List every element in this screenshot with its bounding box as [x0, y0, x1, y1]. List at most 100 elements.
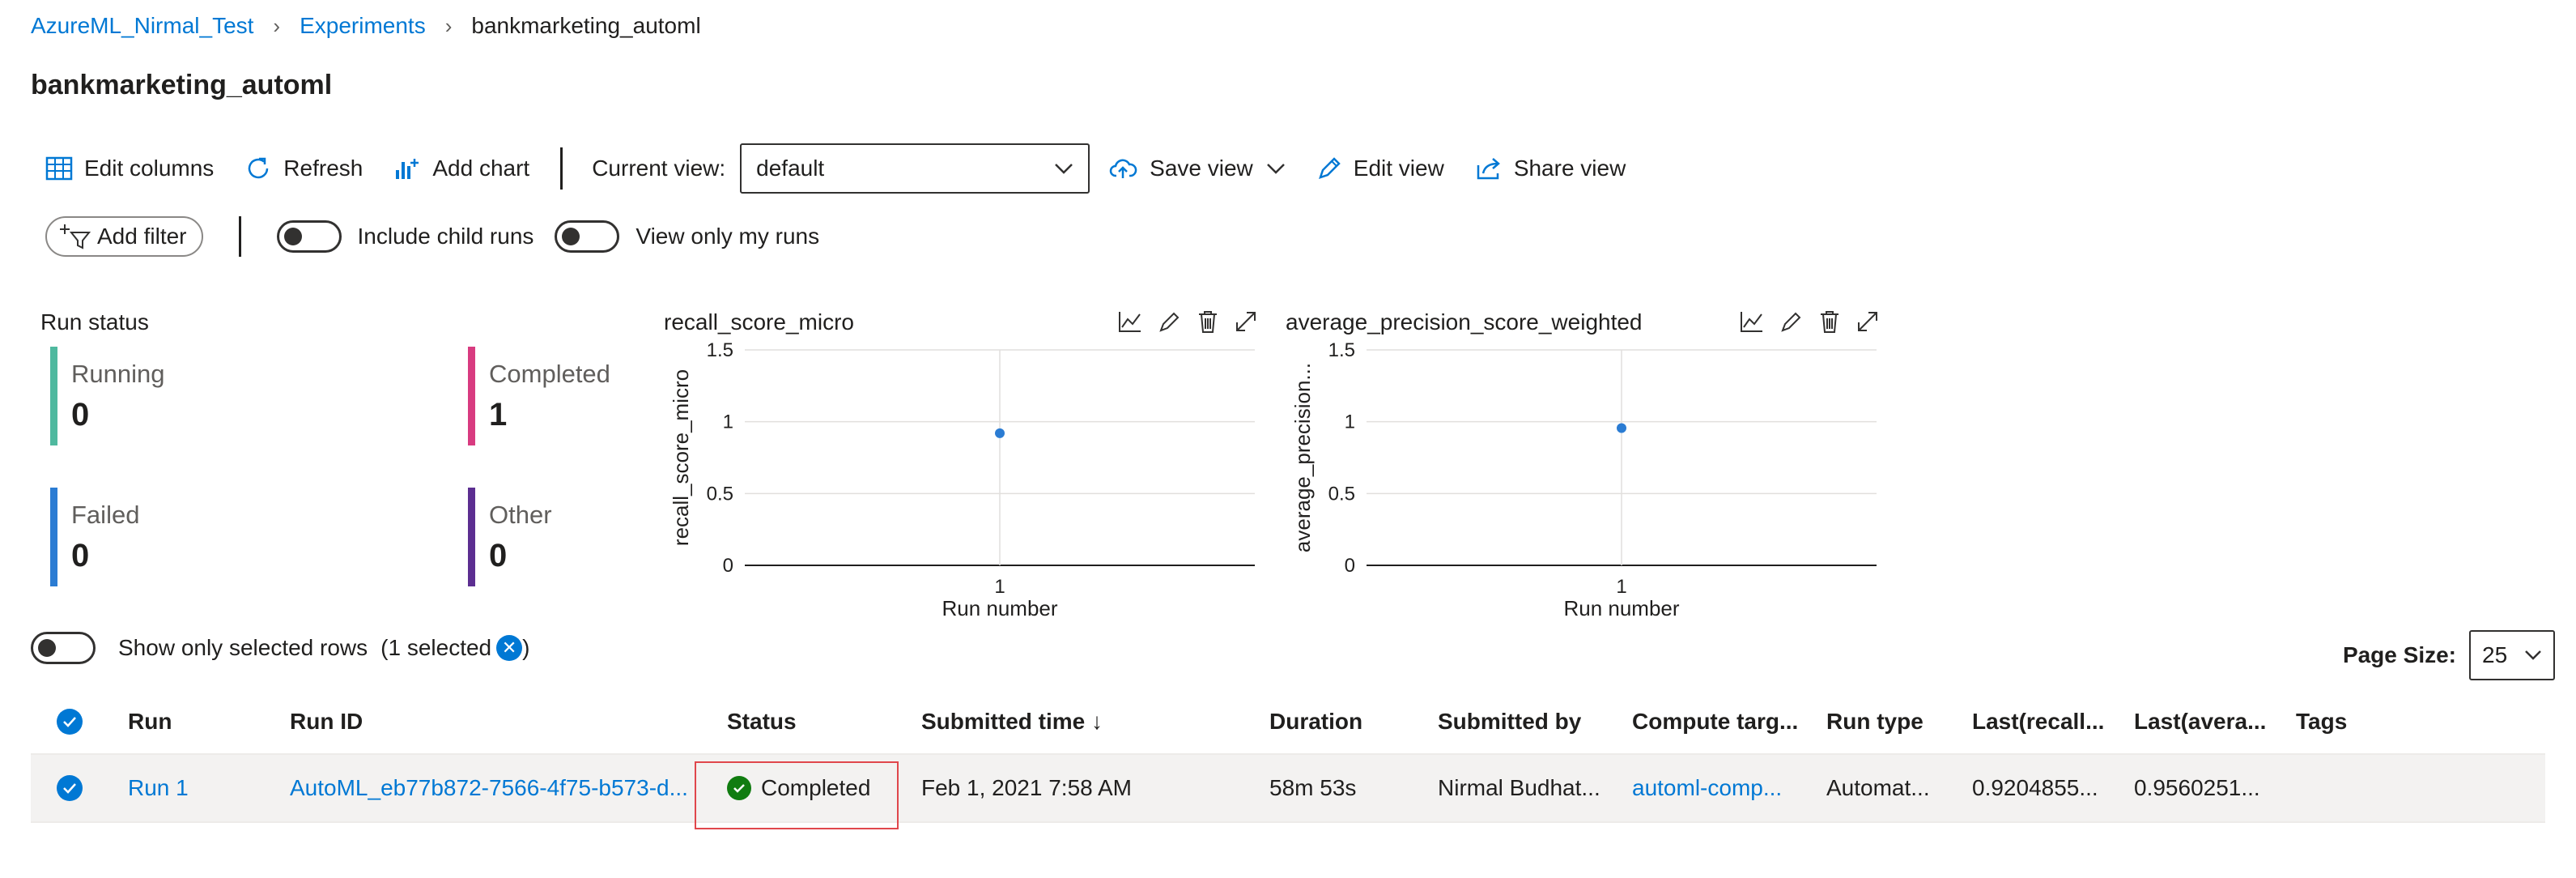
column-header-last-recall[interactable]: Last(recall... — [1972, 709, 2105, 734]
column-header-tags[interactable]: Tags — [2296, 709, 2348, 734]
table-row[interactable]: Run 1 AutoML_eb77b872-7566-4f75-b573-d..… — [31, 755, 2545, 829]
table-columns-icon — [45, 156, 73, 181]
chart-title: average_precision_score_weighted — [1286, 309, 1643, 335]
cloud-upload-icon — [1109, 159, 1137, 178]
last-recall-cell: 0.9204855... — [1972, 775, 2098, 800]
include-child-runs-toggle[interactable] — [276, 220, 342, 253]
status-value: 0 — [489, 538, 508, 573]
share-view-label: Share view — [1513, 156, 1626, 181]
add-filter-icon — [60, 224, 91, 249]
chevron-down-icon[interactable] — [1266, 162, 1286, 175]
status-card-other: Other 0 — [468, 488, 711, 586]
include-child-runs-toggle-group: Include child runs — [276, 220, 534, 253]
page-size-dropdown[interactable]: 25 — [2469, 630, 2555, 680]
filter-row: Add filter Include child runs View only … — [45, 214, 840, 259]
view-only-my-runs-label: View only my runs — [635, 224, 820, 249]
status-value: 0 — [71, 538, 90, 573]
run-type-cell: Automat... — [1826, 775, 1930, 800]
status-bar — [50, 347, 57, 445]
add-chart-button[interactable]: Add chart — [393, 156, 529, 181]
pencil-icon[interactable] — [1779, 309, 1804, 334]
line-chart-icon[interactable] — [1739, 309, 1765, 334]
edit-view-button[interactable]: Edit view — [1316, 156, 1444, 181]
expand-icon[interactable] — [1855, 309, 1880, 334]
pencil-icon[interactable] — [1158, 309, 1182, 334]
column-header-status[interactable]: Status — [727, 709, 797, 734]
column-header-submitted-by[interactable]: Submitted by — [1438, 709, 1582, 734]
include-child-runs-label: Include child runs — [357, 224, 534, 249]
trash-icon[interactable] — [1818, 309, 1841, 334]
data-point[interactable] — [995, 428, 1005, 438]
status-label: Completed — [489, 360, 610, 388]
pencil-icon — [1318, 157, 1341, 179]
refresh-button[interactable]: Refresh — [244, 155, 363, 182]
run-link[interactable]: Run 1 — [128, 775, 189, 800]
share-view-button[interactable]: Share view — [1475, 156, 1626, 181]
view-only-my-runs-toggle[interactable] — [555, 220, 620, 253]
y-tick-label: 1.5 — [1328, 342, 1355, 361]
breadcrumb-workspace[interactable]: AzureML_Nirmal_Test — [31, 13, 254, 38]
checkmark-icon — [63, 717, 76, 727]
breadcrumb-experiments[interactable]: Experiments — [300, 13, 426, 38]
column-header-submitted-time[interactable]: Submitted time ↓ — [921, 709, 1103, 734]
checkmark-icon — [63, 783, 76, 794]
x-tick-label: 1 — [1616, 576, 1626, 598]
y-tick-label: 1 — [723, 411, 733, 433]
selected-count: (1 selected — [380, 635, 492, 660]
y-tick-label: 0 — [1345, 555, 1355, 577]
column-header-run-id[interactable]: Run ID — [290, 709, 363, 734]
trash-icon[interactable] — [1197, 309, 1219, 334]
y-tick-label: 0.5 — [707, 483, 733, 505]
y-tick-label: 0 — [723, 555, 733, 577]
chevron-right-icon: › — [444, 13, 453, 38]
chart-title: recall_score_micro — [664, 309, 854, 335]
expand-icon[interactable] — [1234, 309, 1258, 334]
status-card-completed: Completed 1 — [468, 347, 711, 445]
add-filter-button[interactable]: Add filter — [45, 216, 203, 257]
current-view-value: default — [756, 156, 825, 181]
show-only-selected-toggle[interactable] — [31, 632, 96, 664]
share-icon — [1477, 158, 1500, 180]
compute-target-link[interactable]: automl-comp... — [1632, 775, 1783, 800]
edit-columns-button[interactable]: Edit columns — [45, 156, 214, 181]
selected-count-close: ) — [522, 635, 530, 660]
y-axis-label: average_precision... — [1290, 363, 1315, 552]
bar-chart-icon — [396, 159, 419, 179]
y-tick-label: 0.5 — [1328, 483, 1355, 505]
x-axis-label: Run number — [1563, 596, 1679, 620]
current-view-dropdown[interactable]: default — [740, 143, 1090, 194]
status-label: Failed — [71, 501, 140, 529]
chart-actions — [1739, 309, 1880, 334]
status-label: Running — [71, 360, 165, 388]
refresh-label: Refresh — [283, 156, 363, 181]
column-header-run-type[interactable]: Run type — [1826, 709, 1923, 734]
data-point[interactable] — [1617, 423, 1626, 433]
column-header-compute-target[interactable]: Compute targ... — [1632, 709, 1799, 734]
show-only-selected-label: Show only selected rows — [118, 635, 368, 660]
chart-actions — [1117, 309, 1258, 334]
clear-selection-icon[interactable]: ✕ — [496, 635, 523, 661]
toolbar-divider — [560, 147, 563, 190]
y-tick-label: 1.5 — [707, 342, 733, 361]
run-id-link[interactable]: AutoML_eb77b872-7566-4f75-b573-d... — [290, 775, 688, 800]
row-checkbox[interactable] — [57, 755, 83, 821]
line-chart-icon[interactable] — [1117, 309, 1143, 334]
duration-cell: 58m 53s — [1269, 775, 1357, 800]
status-card-running: Running 0 — [50, 347, 293, 445]
select-all-checkbox[interactable] — [57, 690, 83, 753]
submitted-by-cell: Nirmal Budhat... — [1438, 775, 1600, 800]
breadcrumb-current: bankmarketing_automl — [471, 13, 701, 38]
runs-table: Run Run ID Status Submitted time ↓ Durat… — [31, 690, 2545, 829]
column-header-last-average[interactable]: Last(avera... — [2134, 709, 2267, 734]
x-tick-label: 1 — [994, 576, 1005, 598]
chart-recall-score-micro: recall_score_micro 0 0.5 1 1.5 1 Run number re… — [664, 309, 1271, 633]
status-bar — [468, 347, 475, 445]
page-size-value: 25 — [2482, 642, 2508, 667]
chart-average-precision-score-weighted: average_precision_score_weighted 0 0.5 1 1.… — [1286, 309, 1893, 633]
selected-rows-control: Show only selected rows (1 selected ✕ ) — [31, 630, 529, 666]
column-header-duration[interactable]: Duration — [1269, 709, 1363, 734]
edit-view-label: Edit view — [1353, 156, 1444, 181]
column-header-run[interactable]: Run — [128, 709, 172, 734]
save-view-button[interactable]: Save view — [1109, 156, 1286, 181]
